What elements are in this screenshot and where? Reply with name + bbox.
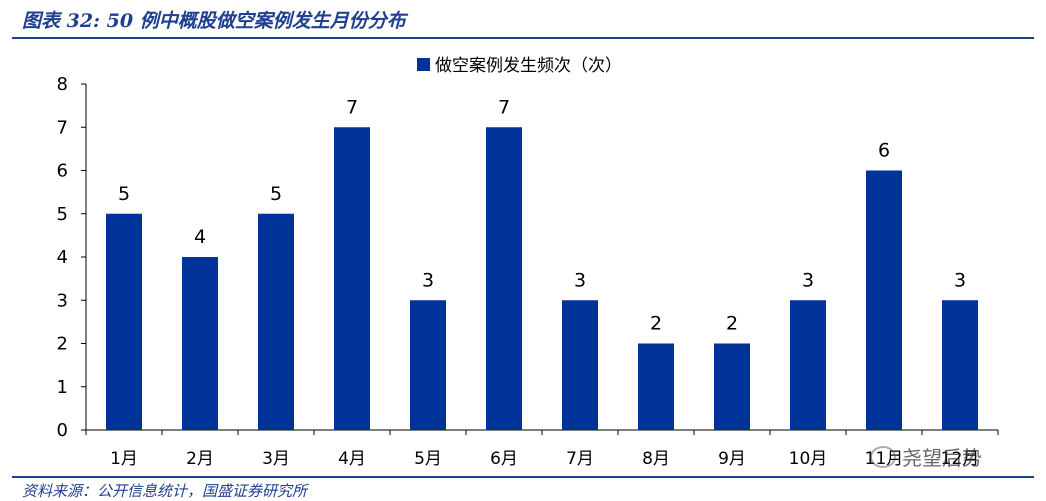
data-label: 3	[954, 269, 966, 291]
y-tick-label: 1	[57, 377, 68, 398]
bar	[486, 127, 522, 430]
y-tick-label: 3	[57, 290, 68, 311]
bar	[942, 300, 978, 430]
bar	[562, 300, 598, 430]
x-tick-label: 8月	[642, 449, 670, 469]
watermark-text: 尧望后势	[902, 446, 982, 470]
bar	[638, 343, 674, 430]
y-tick-label: 0	[57, 420, 68, 441]
x-tick-label: 6月	[490, 449, 518, 469]
data-label: 3	[574, 269, 586, 291]
data-label: 7	[346, 96, 358, 118]
data-label: 6	[878, 140, 890, 162]
x-tick-label: 4月	[338, 449, 366, 469]
legend-swatch	[417, 58, 430, 71]
y-tick-label: 7	[57, 117, 68, 138]
data-label: 2	[726, 313, 738, 335]
x-tick-label: 10月	[789, 449, 828, 469]
footer-divider	[12, 476, 1034, 478]
x-tick-label: 9月	[718, 449, 746, 469]
legend-label: 做空案例发生频次（次）	[435, 56, 622, 76]
y-tick-label: 4	[57, 247, 68, 268]
bar	[334, 127, 370, 430]
title-divider	[12, 37, 1034, 39]
bar	[182, 257, 218, 430]
data-label: 4	[194, 226, 206, 248]
source-note: 资料来源：公开信息统计，国盛证券研究所	[22, 482, 308, 500]
watermark: 尧望后势	[870, 442, 982, 471]
bar-chart: 0 1 2 3 4 5 6 7 8 5 1月 4 2月 5 3月 7 4月 3 5月 7 6月 3 7月 2 8月 2 9月 3 10月…	[57, 56, 999, 469]
wechat-icon	[870, 445, 896, 468]
x-tick-label: 7月	[566, 449, 594, 469]
data-label: 5	[118, 183, 130, 205]
bar	[866, 170, 902, 430]
bar	[258, 213, 294, 430]
data-label: 5	[270, 183, 282, 205]
y-tick-label: 8	[57, 74, 68, 95]
bar	[106, 213, 142, 430]
x-tick-label: 2月	[186, 449, 214, 469]
data-label: 7	[498, 96, 510, 118]
bar	[410, 300, 446, 430]
x-tick-label: 3月	[262, 449, 290, 469]
bar	[714, 343, 750, 430]
bar	[790, 300, 826, 430]
x-tick-label: 5月	[414, 449, 442, 469]
x-tick-label: 1月	[110, 449, 138, 469]
y-tick-label: 6	[57, 161, 68, 182]
x-tick-label: 12月	[941, 449, 980, 469]
y-tick-label: 5	[57, 204, 68, 225]
data-label: 3	[802, 269, 814, 291]
data-label: 2	[650, 313, 662, 335]
figure-title: 图表 32: 50 例中概股做空案例发生月份分布	[22, 10, 406, 32]
data-label: 3	[422, 269, 434, 291]
y-tick-label: 2	[57, 334, 68, 355]
